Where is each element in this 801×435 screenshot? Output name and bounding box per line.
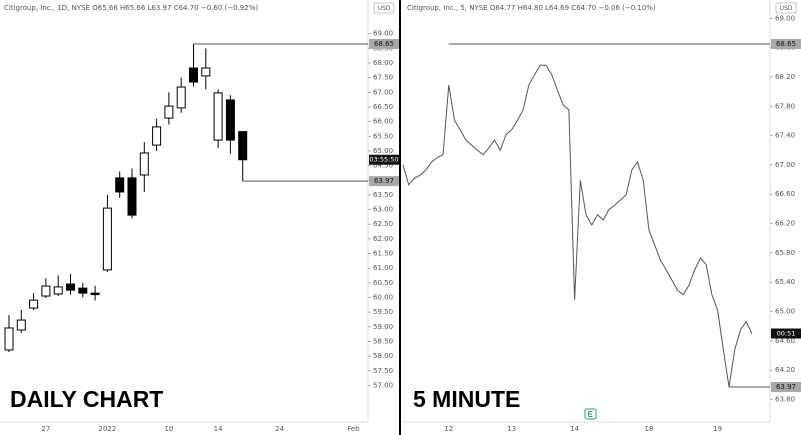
y-tick-label: 65.00 [373, 147, 393, 155]
x-tick-label: 14 [214, 425, 223, 433]
y-tick-label: 67.00 [775, 161, 795, 169]
countdown: 00:51 [777, 330, 796, 338]
x-tick-label: 13 [507, 425, 516, 433]
candle-body [90, 292, 100, 296]
candle-body [189, 67, 198, 83]
x-tick-label: 12 [444, 425, 453, 433]
price-level-label: 68.65 [374, 40, 394, 48]
countdown: 03:55:50 [369, 156, 398, 164]
price-level-box [771, 38, 801, 49]
y-tick-label: 67.50 [373, 74, 393, 82]
y-tick-label: 66.60 [775, 190, 795, 198]
price-line [402, 64, 753, 388]
annotation: DAILY CHART [10, 386, 163, 412]
candle-body [139, 152, 149, 176]
y-tick-label: 60.00 [373, 293, 393, 301]
candle-body [102, 207, 112, 271]
candle-body [238, 131, 248, 161]
y-tick-label: 66.00 [373, 118, 393, 126]
candle-body [16, 319, 26, 331]
x-tick-label: 14 [570, 425, 579, 433]
y-tick-label: 69.00 [373, 30, 393, 38]
x-tick-label: 27 [41, 425, 50, 433]
y-tick-label: 66.50 [373, 103, 393, 111]
candle-body [78, 287, 88, 294]
y-tick-label: 68.20 [775, 73, 795, 81]
candle-body [164, 105, 174, 119]
y-tick-label: 61.50 [373, 250, 393, 258]
price-level-label: 63.97 [374, 177, 394, 185]
countdown-box [369, 154, 399, 165]
y-tick-label: 63.00 [373, 206, 393, 214]
y-tick-label: 64.60 [775, 337, 795, 345]
price-level-box [771, 382, 801, 393]
candle-body [152, 126, 162, 146]
price-level-label: 63.97 [776, 383, 796, 391]
y-tick-label: 68.00 [373, 59, 393, 67]
candle-body [29, 299, 39, 309]
annotation: 5 MINUTE [413, 386, 520, 412]
y-tick-label: 64.20 [775, 366, 795, 374]
candle-body [41, 285, 51, 297]
x-tick-label: Feb [347, 425, 360, 433]
chart-title: Citigroup, Inc., 1D, NYSE O65.66 H65.66 … [4, 4, 258, 12]
y-tick-label: 65.50 [373, 132, 393, 140]
y-tick-label: 63.80 [775, 395, 795, 403]
y-tick-label: 65.40 [775, 278, 795, 286]
candle-body [127, 177, 137, 216]
countdown-box [771, 328, 801, 339]
earnings-icon-glyph [588, 411, 593, 417]
y-tick-label: 69.00 [775, 14, 795, 22]
y-tick-label: 67.40 [775, 132, 795, 140]
y-tick-label: 60.50 [373, 279, 393, 287]
x-tick-label: 18 [644, 425, 653, 433]
y-tick-label: 63.50 [373, 191, 393, 199]
currency-box [775, 2, 797, 14]
candle-body [66, 283, 75, 291]
price-level-label: 68.65 [776, 40, 796, 48]
y-tick-label: 67.00 [373, 88, 393, 96]
x-tick-label: 24 [275, 425, 284, 433]
y-tick-label: 61.00 [373, 264, 393, 272]
y-tick-label: 59.00 [373, 323, 393, 331]
price-level-box [369, 38, 399, 49]
candle-body [4, 327, 14, 351]
y-tick-label: 59.50 [373, 308, 393, 316]
currency-box [373, 2, 395, 14]
y-tick-label: 58.50 [373, 337, 393, 345]
candle-body [225, 99, 235, 141]
x-tick-label: 19 [713, 425, 722, 433]
y-tick-label: 57.50 [373, 367, 393, 375]
y-tick-label: 62.00 [373, 235, 393, 243]
candle-body [53, 286, 63, 295]
y-tick-label: 65.80 [775, 249, 795, 257]
x-tick-label: 2022 [98, 425, 116, 433]
price-level-box [369, 176, 399, 187]
y-tick-label: 64.50 [373, 162, 393, 170]
y-tick-label: 57.00 [373, 381, 393, 389]
y-tick-label: 67.80 [775, 102, 795, 110]
candle-body [115, 177, 125, 193]
y-tick-label: 58.00 [373, 352, 393, 360]
currency: USD [378, 5, 391, 12]
candle-body [213, 92, 223, 141]
currency: USD [780, 5, 793, 12]
y-tick-label: 65.00 [775, 308, 795, 316]
y-tick-label: 62.50 [373, 220, 393, 228]
x-tick-label: 10 [164, 425, 173, 433]
chart-title: Citigroup, Inc., 5, NYSE O64.77 H64.80 L… [407, 4, 656, 12]
candle-body [176, 86, 186, 109]
y-tick-label: 66.20 [775, 220, 795, 228]
candle-body [201, 67, 211, 77]
